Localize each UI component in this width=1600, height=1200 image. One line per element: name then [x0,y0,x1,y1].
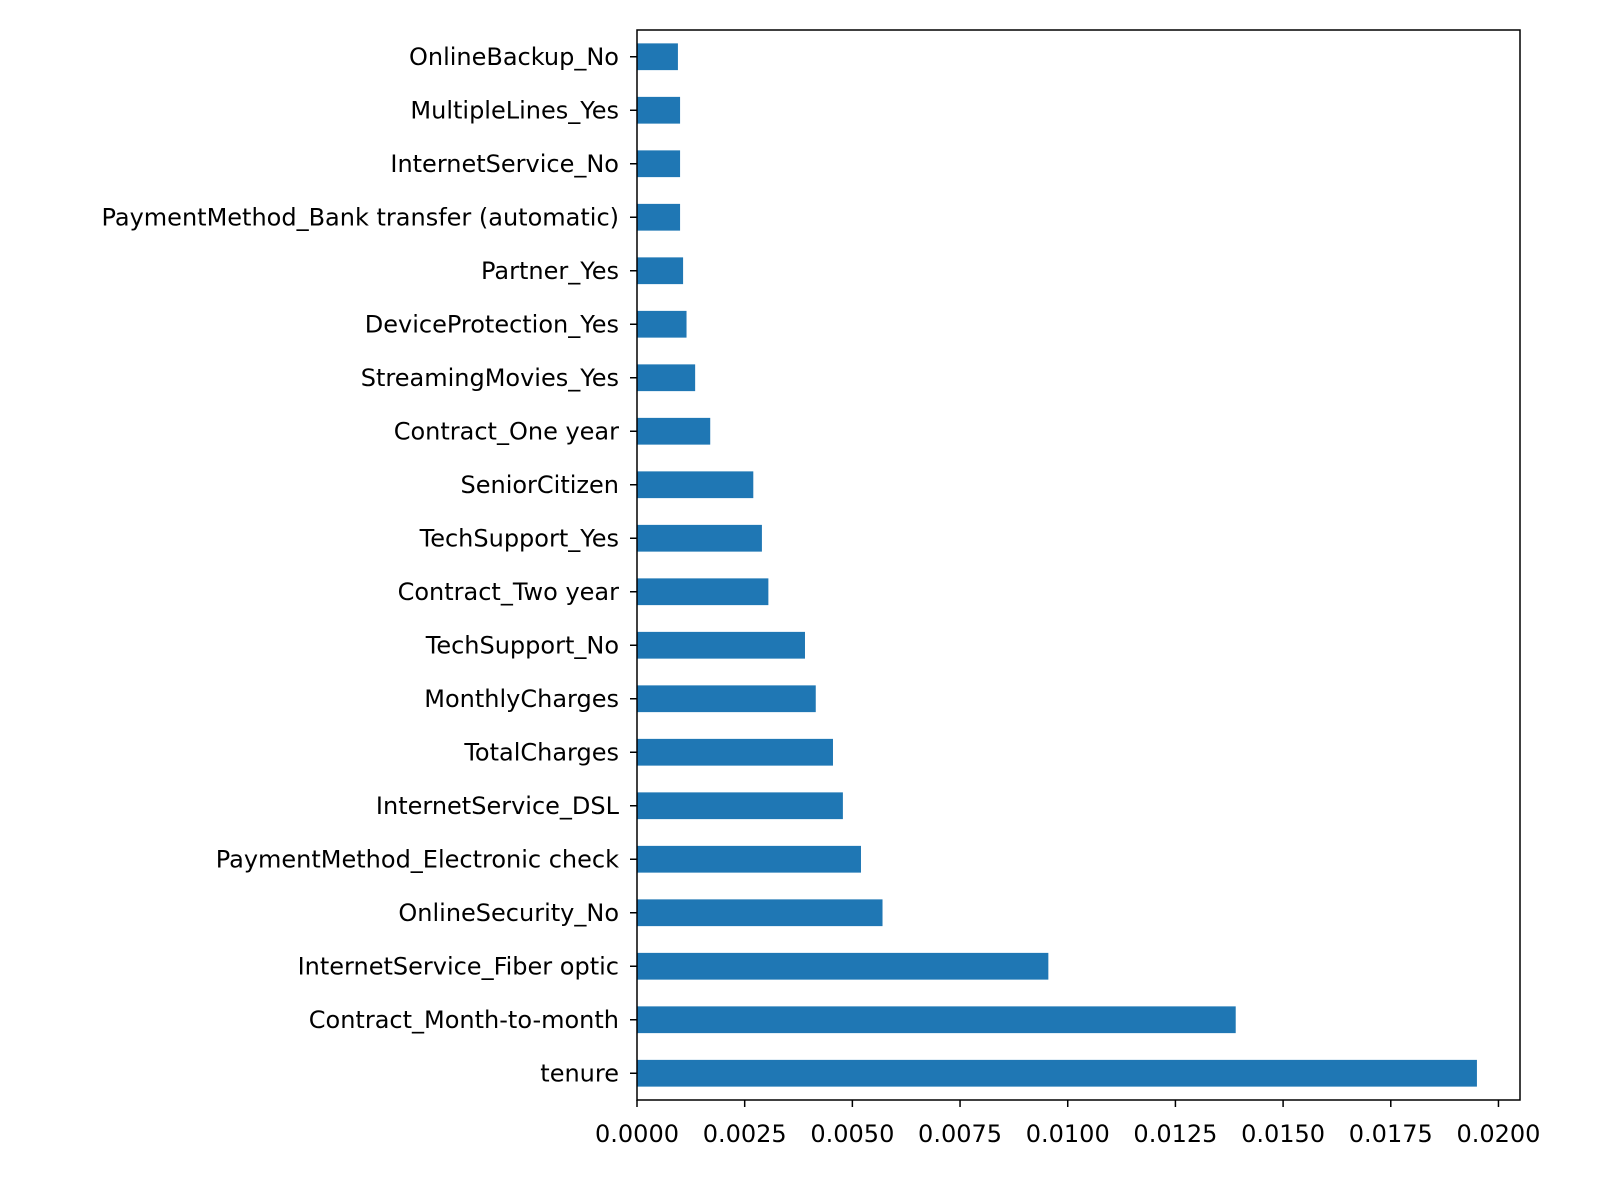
bar-onlinebackup-no [637,43,678,71]
x-tick-label: 0.0100 [1026,1120,1110,1148]
bar-monthlycharges [637,685,816,713]
y-tick-label: Contract_Month-to-month [309,1006,619,1034]
y-tick-label: PaymentMethod_Bank transfer (automatic) [102,203,620,231]
bar-internetservice-no [637,150,681,178]
bar-paymentmethod-electronic-check [637,845,861,873]
y-tick-label: PaymentMethod_Electronic check [216,845,619,873]
x-axis: 0.0000 0.0025 0.0050 0.0075 0.0100 0.0125 0.01… [595,1100,1540,1148]
y-axis: tenure Contract_Month-to-month InternetSer… [102,43,637,1087]
y-tick-label: InternetService_Fiber optic [298,952,619,980]
x-tick-label: 0.0025 [703,1120,787,1148]
y-tick-label: Partner_Yes [481,257,619,285]
bar-contract-one-year [637,417,711,445]
bar-internetservice-fiber-optic [637,952,1049,980]
plot-frame [636,29,1521,1101]
y-tick-label: OnlineSecurity_No [398,899,619,927]
y-tick-label: Contract_One year [394,417,619,445]
bar-contract-two-year [637,578,769,606]
y-tick-label: StreamingMovies_Yes [361,364,619,392]
bar-deviceprotection-yes [637,310,687,338]
bar-seniorcitizen [637,471,754,499]
y-tick-label: DeviceProtection_Yes [365,310,619,338]
bar-streamingmovies-yes [637,364,696,392]
bar-paymentmethod-bank-transfer-automatic [637,203,681,231]
y-tick-label: TechSupport_Yes [419,524,619,552]
x-tick-label: 0.0050 [810,1120,894,1148]
y-tick-label: MonthlyCharges [424,685,619,713]
y-tick-label: tenure [540,1059,619,1087]
y-tick-label: InternetService_DSL [376,792,620,820]
x-tick-label: 0.0150 [1241,1120,1325,1148]
bar-onlinesecurity-no [637,899,883,927]
y-tick-label: TotalCharges [463,738,619,766]
x-tick-label: 0.0125 [1133,1120,1217,1148]
x-tick-label: 0.0000 [595,1120,679,1148]
x-tick-label: 0.0200 [1456,1120,1540,1148]
y-tick-label: OnlineBackup_No [409,43,619,71]
y-tick-label: SeniorCitizen [460,471,619,499]
bar-internetservice-dsl [637,792,843,820]
bar-tenure [637,1059,1477,1087]
bar-series [637,43,1477,1087]
x-tick-label: 0.0175 [1349,1120,1433,1148]
bar-partner-yes [637,257,684,285]
y-tick-label: MultipleLines_Yes [410,96,619,124]
bar-techsupport-no [637,631,805,659]
bar-multiplelines-yes [637,96,681,124]
y-tick-label: TechSupport_No [425,631,619,659]
y-tick-label: Contract_Two year [398,578,620,606]
bar-techsupport-yes [637,524,762,552]
bar-contract-month-to-month [637,1006,1236,1034]
bar-totalcharges [637,738,833,766]
x-tick-label: 0.0075 [918,1120,1002,1148]
y-tick-label: InternetService_No [390,150,619,178]
